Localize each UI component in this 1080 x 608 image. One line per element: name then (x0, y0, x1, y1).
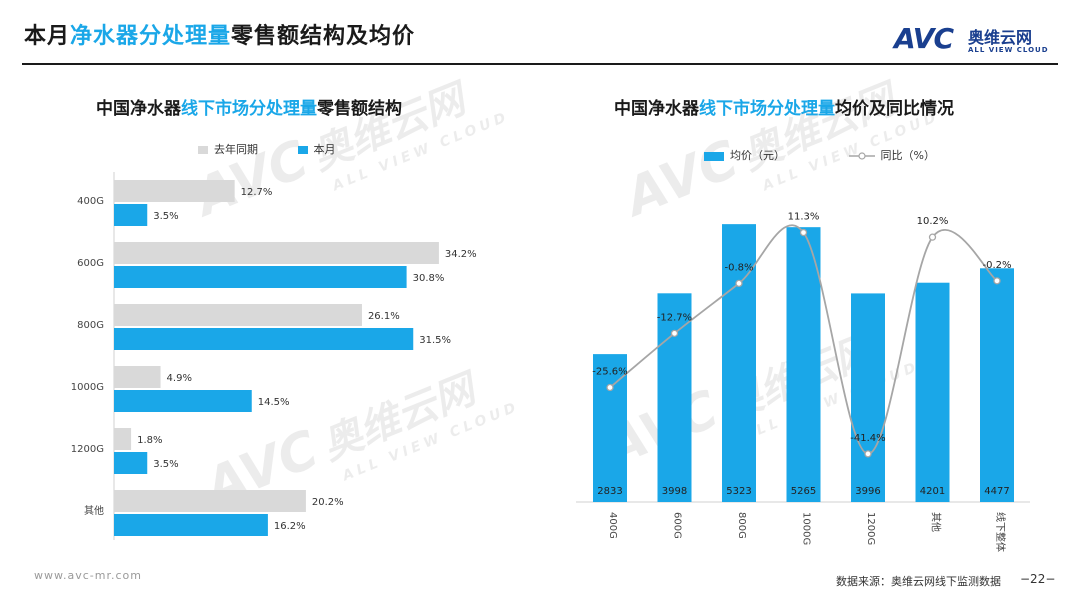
right-yoy-point (735, 279, 743, 288)
legend-label-this-month: 本月 (313, 143, 336, 156)
right-yoy-point (799, 228, 808, 237)
left-label-this-month: 3.5% (153, 211, 178, 222)
right-category-label: 600G (672, 512, 683, 539)
right-yoy-point (928, 233, 937, 241)
left-bar-last-year (114, 242, 439, 264)
left-label-this-month: 16.2% (274, 521, 306, 532)
right-category-label: 线下整体 (994, 512, 1007, 552)
right-bar-avg-price (851, 293, 885, 502)
avc-logo: AVC 奥维云网 ALL VIEW CLOUD (894, 22, 1052, 58)
left-label-last-year: 4.9% (167, 373, 192, 384)
left-bar-this-month (114, 204, 148, 226)
left-category-label: 1200G (71, 444, 104, 455)
right-bar-avg-price (657, 293, 692, 502)
left-bar-this-month (114, 452, 148, 474)
legend-label-avg-price: 均价（元） (730, 149, 785, 162)
left-label-last-year: 26.1% (368, 311, 400, 322)
left-chart-title: 中国净水器线下市场分处理量零售额结构 (96, 99, 402, 119)
left-category-label: 其他 (84, 504, 104, 517)
left-category-label: 400G (77, 196, 104, 207)
right-category-label: 1000G (801, 512, 812, 545)
left-label-last-year: 12.7% (241, 187, 273, 198)
left-category-label: 1000G (71, 382, 104, 393)
right-bar-value-label: 4477 (984, 486, 1009, 497)
right-bar-value-label: 5265 (791, 486, 816, 497)
right-category-label: 800G (736, 512, 747, 539)
left-label-last-year: 34.2% (445, 249, 477, 260)
right-bar-value-label: 3996 (855, 486, 880, 497)
right-yoy-label: -41.4% (850, 433, 885, 444)
right-bar-value-label: 2833 (597, 486, 622, 497)
logo-en-text: ALL VIEW CLOUD (968, 46, 1049, 54)
right-chart-legend: 均价（元） 同比（%） (704, 147, 935, 163)
left-bar-this-month (114, 514, 268, 536)
right-yoy-label: -0.8% (724, 262, 753, 273)
right-yoy-label: 10.2% (917, 216, 949, 227)
left-bar-last-year (114, 428, 132, 450)
footer-source: 数据来源：奥维云网线下监测数据 (836, 575, 1001, 588)
left-bar-this-month (114, 266, 407, 288)
right-bar-avg-price (915, 282, 950, 502)
page-title: 本月净水器分处理量零售额结构及均价 (24, 24, 416, 49)
right-chart-title: 中国净水器线下市场分处理量均价及同比情况 (614, 99, 954, 119)
right-bar-value-label: 4201 (920, 486, 945, 497)
legend-label-last-year: 去年同期 (214, 143, 258, 156)
left-label-this-month: 31.5% (419, 335, 451, 346)
title-divider (22, 63, 1058, 65)
left-bar-last-year (114, 180, 235, 202)
left-bar-last-year (114, 366, 161, 388)
left-label-this-month: 14.5% (258, 397, 290, 408)
right-category-label: 1200G (865, 512, 876, 545)
right-bar-avg-price (786, 227, 821, 503)
legend-swatch-avg-price (704, 151, 724, 161)
left-category-label: 800G (77, 320, 104, 331)
right-yoy-label: -12.7% (657, 312, 692, 323)
right-yoy-point (606, 383, 614, 392)
right-bar-avg-price (980, 268, 1014, 502)
legend-swatch-this-month (297, 146, 308, 154)
left-label-this-month: 3.5% (153, 459, 178, 470)
left-bar-this-month (114, 390, 252, 412)
left-bar-last-year (114, 490, 306, 512)
left-chart-legend: 去年同期 本月 (198, 141, 336, 157)
left-label-this-month: 30.8% (413, 273, 445, 284)
footer-url: www.avc-mr.com (34, 569, 142, 582)
logo-cn-text: 奥维云网 (968, 28, 1033, 47)
right-bar-value-label: 5323 (726, 486, 751, 497)
right-yoy-label: -25.6% (592, 367, 627, 378)
page-number: −22− (1020, 572, 1056, 586)
left-label-last-year: 1.8% (137, 435, 162, 446)
left-bar-last-year (114, 304, 362, 326)
right-yoy-point (993, 277, 1001, 285)
right-category-label: 400G (607, 512, 618, 539)
legend-line-yoy-icon (848, 151, 875, 161)
right-yoy-label: -0.2% (982, 260, 1011, 271)
legend-label-yoy: 同比（%） (880, 149, 935, 162)
left-label-last-year: 20.2% (312, 497, 344, 508)
right-category-label: 其他 (930, 512, 943, 532)
right-yoy-point (670, 329, 679, 337)
right-bar-value-label: 3998 (662, 486, 687, 497)
legend-swatch-last-year (198, 146, 208, 154)
left-category-label: 600G (77, 258, 104, 269)
left-bar-this-month (114, 328, 414, 350)
right-yoy-label: 11.3% (788, 212, 820, 223)
right-yoy-point (864, 450, 872, 458)
logo-mark: AVC (894, 22, 954, 55)
